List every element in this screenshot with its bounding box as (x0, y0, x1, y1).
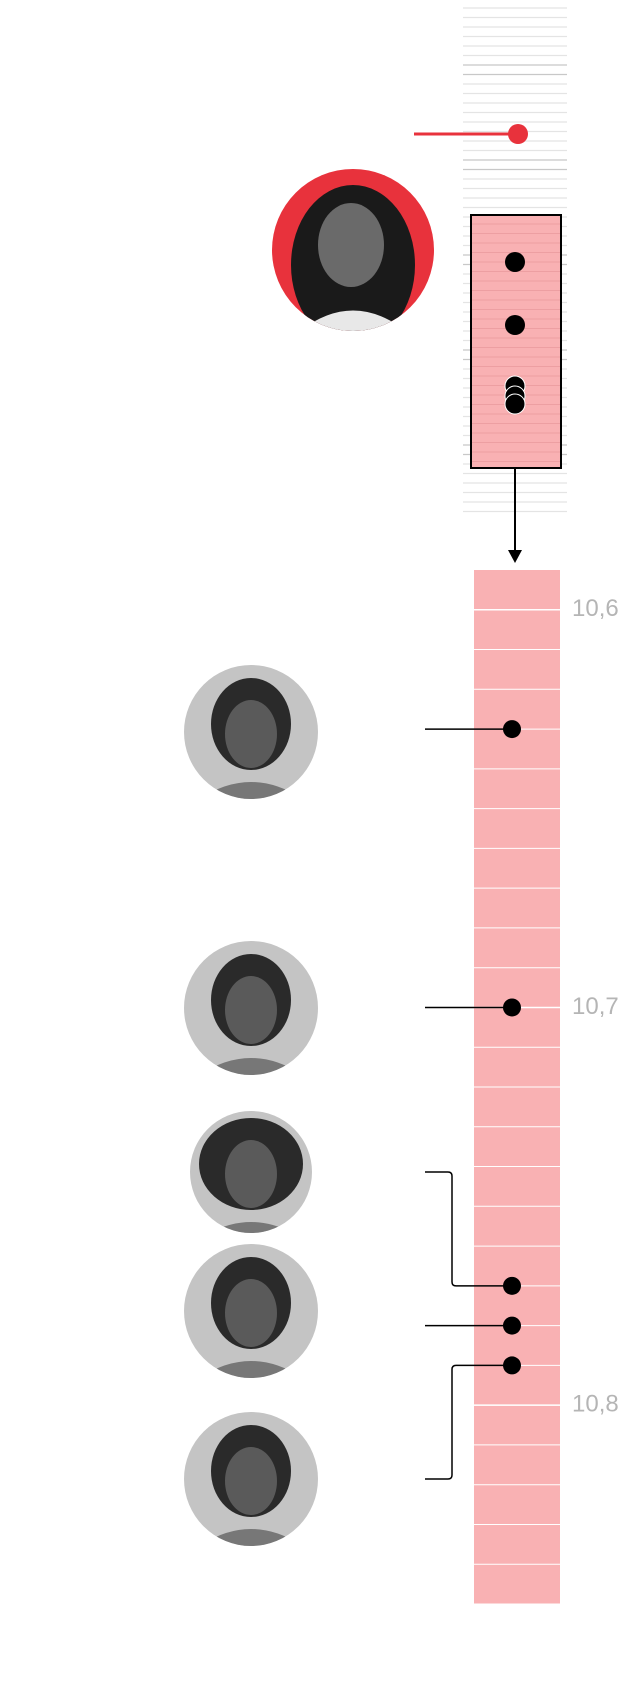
face (225, 976, 277, 1044)
y-tick-label: 10,6 (572, 595, 619, 622)
record-photo (272, 169, 434, 331)
dot (503, 1276, 521, 1295)
connector (425, 1364, 512, 1480)
athlete-photo (184, 1244, 318, 1378)
connector (425, 1171, 512, 1287)
athlete-photo (190, 1111, 312, 1233)
athlete-photo (184, 665, 318, 799)
record-dot (508, 124, 528, 144)
face (225, 1140, 277, 1208)
face (225, 1447, 277, 1515)
face (225, 1279, 277, 1347)
dot (503, 1316, 521, 1335)
y-tick-label: 10,8 (572, 1390, 619, 1417)
athlete-photo (184, 1412, 318, 1546)
arrow-head (508, 550, 522, 563)
dot (503, 998, 521, 1017)
dot (503, 720, 521, 739)
face (225, 700, 277, 768)
y-tick-label: 10,7 (572, 993, 619, 1020)
zoom-dots (504, 252, 526, 415)
shoulders (195, 1222, 307, 1233)
dot (503, 1356, 521, 1375)
athlete-photo (184, 941, 318, 1075)
portrait (195, 1118, 307, 1233)
portrait (195, 1257, 307, 1378)
